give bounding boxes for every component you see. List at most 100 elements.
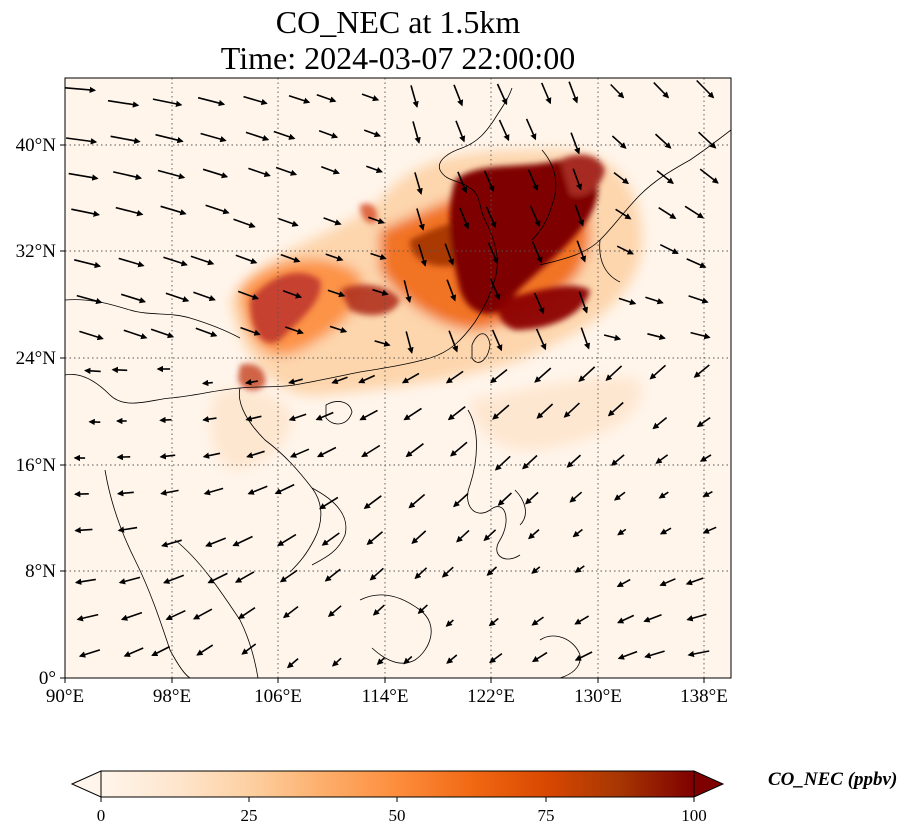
wind-arrow bbox=[446, 279, 457, 302]
wind-arrow bbox=[200, 132, 227, 143]
colorbar-label: CO_NEC (ppbv) bbox=[768, 769, 898, 790]
wind-arrow bbox=[195, 327, 218, 337]
wind-arrow bbox=[366, 165, 383, 174]
wind-arrow bbox=[696, 416, 711, 428]
wind-arrow bbox=[445, 619, 454, 627]
wind-arrow bbox=[197, 96, 226, 107]
wind-arrow bbox=[450, 441, 468, 457]
wind-arrow bbox=[163, 256, 188, 267]
x-tick-label: 90°E bbox=[46, 686, 84, 707]
wind-arrow bbox=[531, 241, 543, 264]
wind-arrow bbox=[372, 604, 385, 616]
wind-arrow bbox=[202, 168, 229, 179]
wind-arrow bbox=[113, 171, 143, 181]
wind-arrow bbox=[659, 578, 676, 587]
wind-arrow bbox=[403, 280, 412, 303]
wind-arrow bbox=[418, 244, 427, 267]
wind-arrow bbox=[285, 326, 304, 335]
wind-arrow bbox=[316, 446, 337, 458]
wind-arrow bbox=[531, 566, 541, 574]
wind-arrow bbox=[488, 617, 499, 627]
wind-arrow bbox=[118, 576, 141, 585]
wind-arrow bbox=[487, 242, 499, 265]
wind-arrow bbox=[563, 402, 580, 418]
wind-arrow bbox=[412, 121, 421, 144]
wind-arrow bbox=[116, 490, 134, 497]
wind-arrow bbox=[702, 490, 713, 498]
wind-arrow bbox=[324, 568, 341, 582]
wind-arrow bbox=[359, 409, 378, 421]
wind-arrow bbox=[405, 443, 424, 458]
y-tick-label: 16°N bbox=[16, 455, 57, 476]
wind-arrow bbox=[578, 366, 596, 382]
wind-arrow bbox=[237, 607, 256, 620]
x-tick-labels: 90°E 98°E 106°E 114°E 122°E 130°E 138°E bbox=[46, 686, 728, 707]
wind-arrow bbox=[235, 254, 258, 264]
wind-arrow bbox=[282, 290, 303, 299]
wind-arrow bbox=[76, 294, 103, 305]
wind-arrow bbox=[444, 243, 455, 266]
wind-arrow bbox=[414, 172, 423, 195]
wind-arrow bbox=[315, 411, 334, 421]
wind-arrow bbox=[408, 493, 426, 509]
wind-arrow bbox=[363, 495, 382, 509]
wind-arrow bbox=[615, 208, 632, 220]
wind-arrow bbox=[110, 135, 141, 144]
wind-arrow bbox=[574, 615, 590, 625]
wind-arrow bbox=[358, 374, 376, 384]
y-tick-label: 0° bbox=[39, 668, 56, 689]
wind-arrow bbox=[610, 454, 625, 466]
wind-arrow bbox=[244, 378, 258, 386]
wind-arrow bbox=[659, 527, 672, 535]
wind-arrow bbox=[686, 613, 707, 622]
wind-arrow bbox=[457, 171, 468, 194]
wind-arrow bbox=[325, 253, 344, 262]
wind-arrow bbox=[496, 83, 508, 106]
wind-arrow bbox=[243, 95, 268, 106]
wind-arrow bbox=[190, 255, 215, 266]
wind-arrow bbox=[205, 537, 226, 547]
wind-arrow bbox=[453, 493, 469, 508]
wind-arrow bbox=[278, 217, 299, 227]
colorbar-bar bbox=[100, 770, 695, 798]
wind-arrow bbox=[237, 290, 260, 300]
wind-arrow bbox=[376, 657, 385, 665]
wind-arrow bbox=[275, 166, 298, 176]
wind-arrow bbox=[455, 120, 466, 143]
wind-arrow bbox=[576, 240, 587, 263]
wind-arrow bbox=[613, 491, 626, 501]
wind-arrow bbox=[111, 366, 128, 374]
wind-arrow bbox=[617, 528, 627, 536]
wind-arrow bbox=[160, 205, 187, 216]
wind-arrow bbox=[535, 328, 547, 351]
wind-arrow bbox=[483, 529, 497, 542]
colorbar: 0 25 50 75 100 bbox=[70, 770, 725, 825]
wind-arrow bbox=[318, 130, 339, 139]
wind-arrow bbox=[245, 131, 270, 142]
wind-arrow bbox=[118, 257, 145, 268]
wind-arrow bbox=[698, 131, 717, 149]
wind-arrow bbox=[459, 207, 470, 230]
wind-arrow bbox=[159, 416, 172, 424]
wind-arrow bbox=[288, 378, 303, 385]
wind-arrow bbox=[645, 296, 664, 305]
wind-arrow bbox=[163, 574, 185, 584]
wind-arrow bbox=[525, 118, 537, 141]
wind-arrow bbox=[207, 572, 228, 584]
wind-arrow bbox=[120, 293, 147, 304]
wind-arrow bbox=[497, 492, 512, 506]
wind-arrow bbox=[201, 379, 213, 387]
wind-arrow bbox=[658, 207, 677, 219]
wind-arrow bbox=[684, 205, 704, 219]
map-title: CO_NEC at 1.5km bbox=[275, 4, 521, 40]
wind-arrow bbox=[533, 292, 545, 315]
wind-arrow bbox=[446, 654, 458, 664]
wind-arrow bbox=[647, 333, 666, 341]
wind-arrow bbox=[618, 297, 637, 306]
wind-arrow bbox=[405, 331, 414, 354]
wind-arrow bbox=[696, 79, 715, 99]
wind-arrow bbox=[363, 129, 381, 138]
wind-arrow bbox=[157, 169, 186, 180]
wind-arrow bbox=[76, 613, 99, 622]
wind-arrow bbox=[234, 571, 255, 583]
